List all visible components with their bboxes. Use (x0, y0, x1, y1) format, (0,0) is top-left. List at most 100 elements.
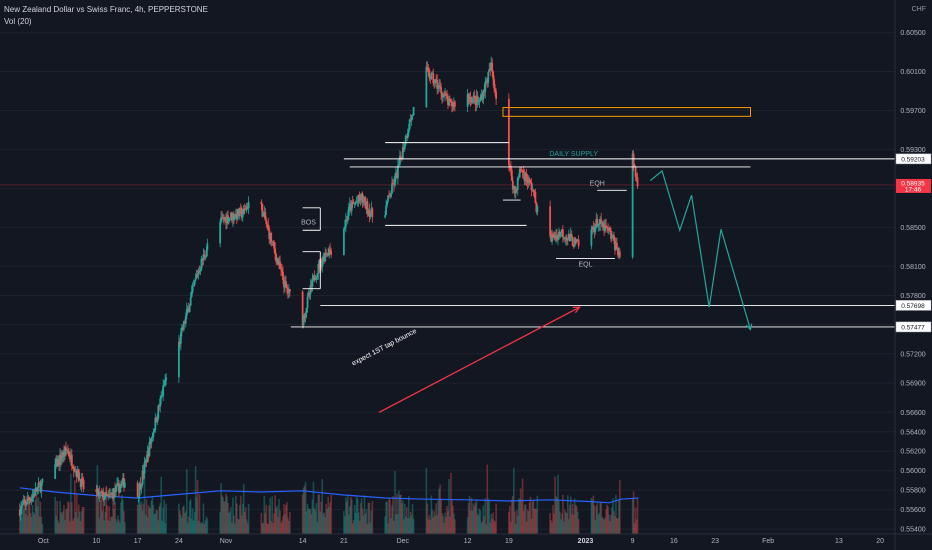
volume-bar (618, 499, 620, 534)
candle (149, 442, 152, 444)
candle (355, 202, 358, 203)
volume-bar (66, 508, 68, 534)
volume-bar (247, 503, 250, 534)
volume-bar (397, 514, 399, 534)
volume-bar (266, 523, 269, 534)
volume-bar (77, 504, 80, 534)
candle (155, 417, 158, 423)
candle (410, 115, 413, 121)
volume-bar (442, 515, 444, 534)
candle (436, 80, 439, 89)
volume-bar (469, 510, 472, 534)
volume-bar (594, 520, 597, 534)
candle (278, 261, 280, 265)
candle (607, 228, 609, 230)
volume-bar (427, 519, 430, 534)
candle (271, 241, 274, 243)
candle (575, 239, 578, 242)
volume-bar (117, 515, 119, 534)
candle (481, 95, 484, 100)
candle (265, 220, 268, 224)
candle (24, 501, 27, 505)
volume-bar (58, 522, 60, 534)
candle (515, 189, 518, 191)
volume-bar (522, 510, 525, 534)
candle (535, 202, 538, 212)
candle (555, 235, 557, 239)
candle (635, 176, 638, 178)
volume-bar (451, 500, 453, 534)
volume-bar (610, 514, 612, 534)
volume-bar (521, 478, 524, 534)
candle (200, 258, 203, 270)
volume-bar (273, 513, 275, 534)
volume-bar (576, 511, 579, 534)
candle (70, 454, 73, 467)
volume-bar (260, 512, 263, 534)
volume-bar (431, 509, 434, 534)
candle (408, 119, 411, 130)
volume-bar (533, 508, 536, 534)
candle (325, 253, 328, 255)
candle (446, 95, 448, 100)
volume-bar (617, 518, 619, 534)
volume-bar (34, 499, 37, 534)
volume-bar (241, 503, 244, 534)
candle (139, 483, 142, 489)
volume-bar (428, 515, 431, 534)
candle (276, 258, 278, 262)
candle (202, 254, 205, 261)
volume-bar (242, 483, 245, 534)
volume-bar (115, 519, 117, 534)
candle (323, 255, 326, 262)
volume-bar (319, 511, 322, 534)
candle (268, 228, 271, 240)
volume-bar (343, 510, 345, 534)
candle (558, 231, 560, 235)
volume-bar (433, 510, 436, 534)
volume-bar (366, 523, 369, 534)
candle (524, 173, 527, 182)
candle (452, 101, 455, 107)
volume-bar (314, 510, 317, 534)
candle (433, 82, 436, 84)
annotation-eql: EQL (578, 261, 592, 268)
x-tick-label: 23 (711, 538, 719, 545)
candle (114, 488, 116, 493)
volume-bar (481, 520, 484, 534)
candle (568, 234, 571, 242)
volume-bar (112, 500, 114, 534)
volume-bar (532, 499, 535, 534)
volume-bar (232, 497, 234, 534)
price-tag-label: 0.59203 (901, 156, 925, 163)
y-tick-label: 0.56600 (900, 410, 925, 417)
candle (609, 227, 611, 232)
candle (570, 234, 573, 238)
candle (396, 165, 399, 179)
candle (160, 396, 163, 399)
candle (240, 208, 243, 218)
candle (288, 288, 291, 292)
volume-bar (390, 518, 392, 534)
candle (38, 483, 41, 484)
candle (508, 164, 511, 166)
volume-bar (289, 511, 291, 534)
candle (222, 217, 224, 219)
x-tick-label: 17 (134, 538, 142, 545)
volume-bar (192, 520, 195, 534)
candle (101, 491, 104, 494)
candle (605, 225, 608, 228)
volume-bar (288, 521, 290, 534)
candle (165, 377, 168, 381)
volume-bar (491, 519, 493, 534)
volume-bar (534, 509, 537, 534)
volume-bar (407, 496, 410, 534)
volume-bar (114, 502, 116, 534)
volume-bar (62, 511, 64, 534)
volume-bar (480, 522, 483, 534)
volume-bar (483, 516, 486, 534)
volume-bar (368, 502, 371, 534)
volume-bar (178, 503, 180, 534)
candle (286, 284, 288, 289)
